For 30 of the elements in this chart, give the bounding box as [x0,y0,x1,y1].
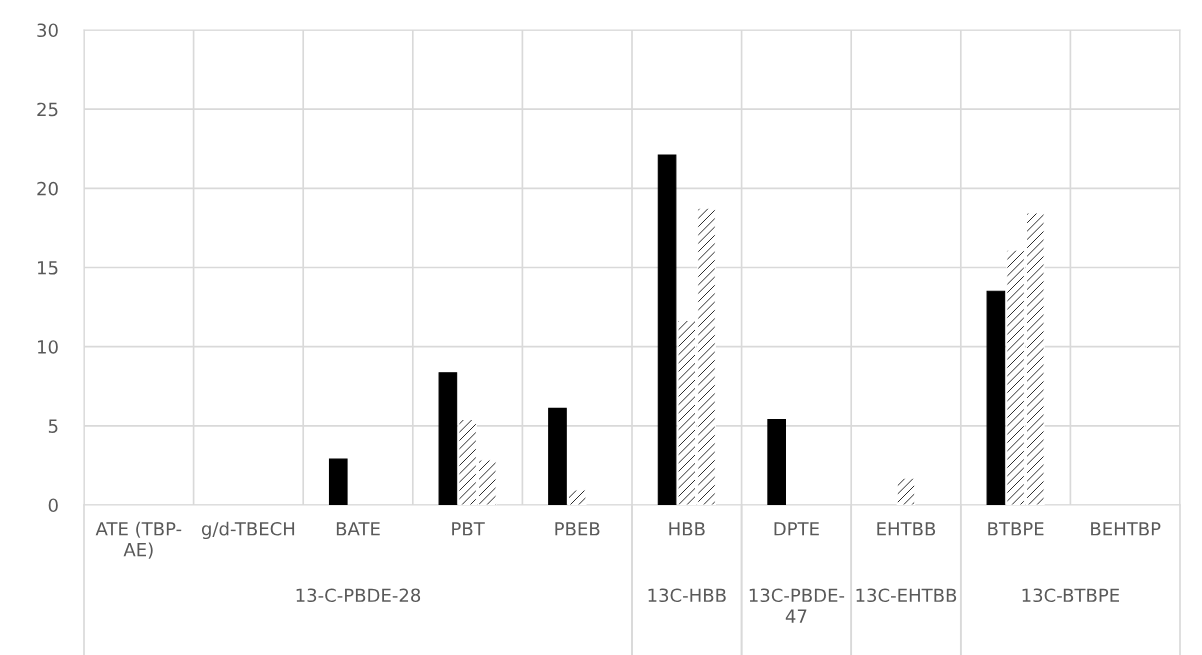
x-tick-label: g/d-TBECH [201,521,295,540]
text: 13-C-PBDE-28 [296,588,421,603]
x-tick-label: BATE [336,522,380,536]
x-tick-label: HBB [669,522,705,536]
x-tick-label: PBEB [555,522,600,536]
y-tick-label: 5 [48,419,58,433]
y-tick-label: 25 [37,102,58,117]
x-tick-label: ATE (TBP-AE) [95,521,182,559]
y-tick-label: 15 [38,261,58,275]
y-tick-label: 0 [48,498,58,513]
text: 13C-HBB [648,588,726,603]
bar [567,489,587,505]
x-tick-label: BTBPE [988,522,1044,536]
bar [986,290,1006,505]
text: 13C-BTBPE [1022,588,1120,603]
x-tick-label: BEHTBP [1091,522,1161,536]
bar [438,372,458,505]
bar [328,458,348,505]
text: 13C-EHTBB [856,588,957,603]
x-tick-label: EHTBB [877,522,936,536]
y-tick-label: 30 [37,23,58,38]
y-tick-label: 10 [38,340,58,354]
y-tick-label: 20 [37,181,58,196]
x-tick-label: DPTE [774,522,819,536]
bar [657,154,677,505]
x-tick-label: PBT [452,522,485,536]
bar [896,477,916,505]
bar [767,418,786,505]
text: 13C-PBDE-47 [749,588,845,623]
bar [548,407,567,505]
